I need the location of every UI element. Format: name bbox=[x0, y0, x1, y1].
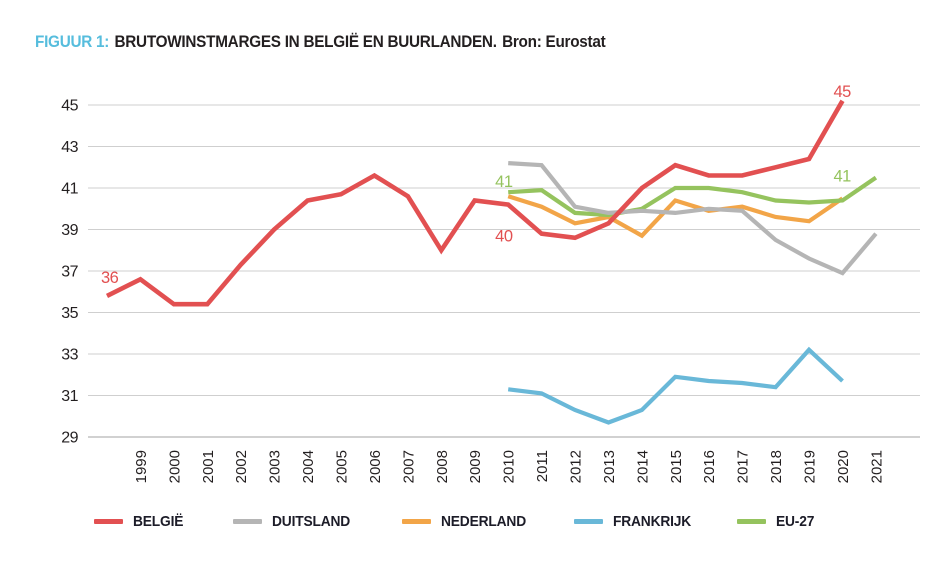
x-tick-label: 2003 bbox=[267, 450, 284, 483]
legend-item-nederland: NEDERLAND bbox=[402, 510, 533, 532]
x-tick-label: 2020 bbox=[835, 450, 852, 483]
x-tick-label: 2019 bbox=[802, 450, 819, 483]
series-line-frankrijk bbox=[507, 346, 844, 425]
x-tick-label: 2006 bbox=[367, 450, 384, 483]
legend-item-belgi-: BELGIË bbox=[94, 510, 188, 532]
data-label: 41 bbox=[833, 167, 851, 185]
x-tick-label: 2012 bbox=[568, 450, 585, 483]
figure-title-text: BRUTOWINSTMARGES IN BELGIË EN BUURLANDEN… bbox=[114, 32, 497, 51]
figure-source-text: Bron: Eurostat bbox=[502, 32, 606, 51]
x-tick-label: 2015 bbox=[668, 450, 685, 483]
x-tick-label: 2007 bbox=[400, 450, 417, 483]
legend-label: EU-27 bbox=[776, 512, 815, 530]
series-line-belgi- bbox=[105, 99, 845, 307]
legend-swatch bbox=[737, 518, 766, 524]
figure-number-label: FIGUUR 1: bbox=[35, 32, 110, 51]
legend-item-eu-27: EU-27 bbox=[737, 510, 818, 532]
x-tick-label: 2002 bbox=[233, 450, 250, 483]
series-line-duitsland bbox=[508, 161, 878, 276]
y-tick-label: 29 bbox=[61, 430, 78, 447]
series-line-nederland bbox=[507, 194, 844, 239]
y-tick-label: 45 bbox=[61, 98, 78, 115]
legend-item-frankrijk: FRANKRIJK bbox=[574, 510, 698, 532]
y-tick-label: 33 bbox=[61, 347, 78, 364]
x-tick-label: 2008 bbox=[434, 450, 451, 483]
y-tick-label: 31 bbox=[61, 388, 78, 405]
legend-label: NEDERLAND bbox=[441, 512, 526, 530]
x-tick-label: 2014 bbox=[634, 450, 651, 483]
x-tick-label: 2021 bbox=[868, 450, 885, 483]
x-tick-label: 2009 bbox=[467, 450, 484, 483]
x-tick-label: 2016 bbox=[701, 450, 718, 483]
data-label: 41 bbox=[495, 173, 513, 191]
x-tick-label: 1999 bbox=[133, 450, 150, 483]
series-line-eu-27 bbox=[508, 175, 878, 218]
legend-swatch bbox=[233, 518, 262, 524]
figure-title: FIGUUR 1: BRUTOWINSTMARGES IN BELGIË EN B… bbox=[35, 32, 606, 52]
data-label: 40 bbox=[495, 228, 513, 246]
legend-label: FRANKRIJK bbox=[613, 512, 692, 530]
legend-swatch bbox=[402, 518, 431, 524]
legend-swatch bbox=[94, 518, 123, 524]
legend-swatch bbox=[574, 518, 603, 524]
x-tick-label: 2005 bbox=[334, 450, 351, 483]
x-tick-label: 2011 bbox=[534, 450, 551, 482]
x-tick-label: 2018 bbox=[768, 450, 785, 483]
x-tick-label: 2000 bbox=[166, 450, 183, 483]
x-tick-label: 2010 bbox=[501, 450, 518, 483]
legend-label: BELGIË bbox=[133, 512, 184, 530]
x-tick-label: 2004 bbox=[300, 450, 317, 483]
legend-label: DUITSLAND bbox=[272, 512, 351, 530]
x-tick-label: 2001 bbox=[200, 450, 217, 483]
data-label: 45 bbox=[833, 83, 851, 101]
y-tick-label: 39 bbox=[61, 222, 78, 239]
chart-legend: BELGIË DUITSLAND NEDERLAND FRANKRIJK EU-27 bbox=[0, 510, 931, 540]
y-tick-label: 41 bbox=[61, 181, 78, 198]
legend-item-duitsland: DUITSLAND bbox=[233, 510, 357, 532]
x-tick-label: 2013 bbox=[601, 450, 618, 483]
y-tick-label: 35 bbox=[61, 305, 78, 322]
y-tick-label: 43 bbox=[61, 139, 78, 156]
data-label: 36 bbox=[101, 269, 119, 287]
y-tick-label: 37 bbox=[61, 264, 78, 281]
x-tick-label: 2017 bbox=[735, 450, 752, 483]
